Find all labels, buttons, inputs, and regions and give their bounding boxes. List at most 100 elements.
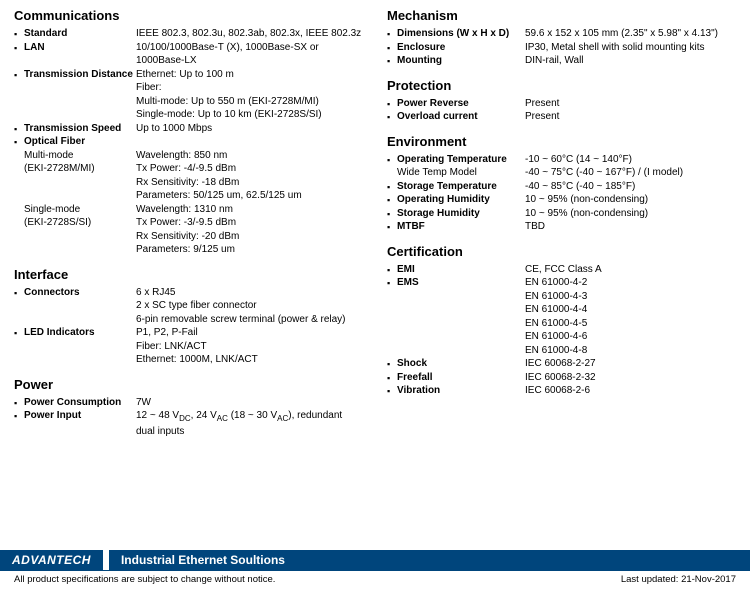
label-optical-fiber: Optical Fiber [24, 135, 136, 149]
value-sm-4: Parameters: 9/125 um [136, 243, 363, 257]
value-connectors-1: 6 x RJ45 [136, 286, 363, 300]
value-enc: IP30, Metal shell with solid mounting ki… [525, 41, 736, 55]
value-mm-4: Parameters: 50/125 um, 62.5/125 um [136, 189, 363, 203]
label-connectors: Connectors [24, 286, 136, 300]
bullet-icon: ▪ [387, 54, 397, 67]
row-enc: ▪ Enclosure IP30, Metal shell with solid… [387, 41, 736, 55]
value-mm-1: Wavelength: 850 nm [136, 149, 363, 163]
value-trans-dist-2: Fiber: [136, 81, 363, 95]
row-mm-3: Rx Sensitivity: -18 dBm [14, 176, 363, 190]
value-mtbf: TBD [525, 220, 736, 234]
label-mtbf: MTBF [397, 220, 525, 234]
value-standard: IEEE 802.3, 802.3u, 802.3ab, 802.3x, IEE… [136, 27, 363, 41]
label-dim: Dimensions (W x H x D) [397, 27, 525, 41]
row-ophum: ▪ Operating Humidity 10 ~ 95% (non-conde… [387, 193, 736, 207]
label-vibration: Vibration [397, 384, 525, 398]
label-pr: Power Reverse [397, 97, 525, 111]
bullet-icon: ▪ [387, 193, 397, 206]
row-ems-5: EN 61000-4-6 [387, 330, 736, 344]
value-trans-dist-3: Multi-mode: Up to 550 m (EKI-2728M/MI) [136, 95, 363, 109]
value-sm-1: Wavelength: 1310 nm [136, 203, 363, 217]
bullet-icon: ▪ [387, 41, 397, 54]
row-sm-3: Rx Sensitivity: -20 dBm [14, 230, 363, 244]
row-optical-fiber: ▪ Optical Fiber [14, 135, 363, 149]
row-sthum: ▪ Storage Humidity 10 ~ 95% (non-condens… [387, 207, 736, 221]
row-led: ▪ LED Indicators P1, P2, P-Fail [14, 326, 363, 340]
label-optemp: Operating Temperature [397, 153, 525, 167]
row-sttemp: ▪ Storage Temperature -40 ~ 85°C (-40 ~ … [387, 180, 736, 194]
label-trans-dist: Transmission Distance [24, 68, 136, 82]
label-ophum: Operating Humidity [397, 193, 525, 207]
bullet-icon: ▪ [387, 110, 397, 123]
bullet-icon: ▪ [14, 68, 24, 81]
bullet-icon: ▪ [387, 207, 397, 220]
value-wide: -40 ~ 75°C (-40 ~ 167°F) / (I model) [525, 166, 736, 180]
footer-note-right: Last updated: 21-Nov-2017 [621, 574, 736, 585]
bullet-icon: ▪ [387, 180, 397, 193]
value-mount: DIN-rail, Wall [525, 54, 736, 68]
row-pr: ▪ Power Reverse Present [387, 97, 736, 111]
row-trans-dist-3: Multi-mode: Up to 550 m (EKI-2728M/MI) [14, 95, 363, 109]
label-lan: LAN [24, 41, 136, 55]
sublabel-mm-name: Multi-mode [24, 149, 136, 163]
value-mm-3: Rx Sensitivity: -18 dBm [136, 176, 363, 190]
row-shock: ▪ Shock IEC 60068-2-27 [387, 357, 736, 371]
value-power-input: 12 ~ 48 VDC, 24 VAC (18 ~ 30 VAC), redun… [136, 409, 363, 438]
row-lan: ▪ LAN 10/100/1000Base-T (X), 1000Base-SX… [14, 41, 363, 68]
section-certification: Certification [387, 244, 736, 259]
bullet-icon: ▪ [387, 153, 397, 166]
row-ems-2: EN 61000-4-3 [387, 290, 736, 304]
left-column: Communications ▪ Standard IEEE 802.3, 80… [14, 8, 381, 438]
product-category-bar: Industrial Ethernet Soultions [109, 550, 750, 570]
value-sm-3: Rx Sensitivity: -20 dBm [136, 230, 363, 244]
label-shock: Shock [397, 357, 525, 371]
row-connectors-2: 2 x SC type fiber connector [14, 299, 363, 313]
footer: ADVANTECH Industrial Ethernet Soultions … [0, 550, 750, 591]
row-connectors: ▪ Connectors 6 x RJ45 [14, 286, 363, 300]
row-dim: ▪ Dimensions (W x H x D) 59.6 x 152 x 10… [387, 27, 736, 41]
bullet-icon: ▪ [387, 371, 397, 384]
row-power-cons: ▪ Power Consumption 7W [14, 396, 363, 410]
row-mm-4: Parameters: 50/125 um, 62.5/125 um [14, 189, 363, 203]
label-oc: Overload current [397, 110, 525, 124]
right-column: Mechanism ▪ Dimensions (W x H x D) 59.6 … [381, 8, 736, 438]
label-emi: EMI [397, 263, 525, 277]
row-trans-dist-4: Single-mode: Up to 10 km (EKI-2728S/SI) [14, 108, 363, 122]
value-ems-4: EN 61000-4-5 [525, 317, 736, 331]
row-vibration: ▪ Vibration IEC 60068-2-6 [387, 384, 736, 398]
label-power-cons: Power Consumption [24, 396, 136, 410]
row-trans-dist: ▪ Transmission Distance Ethernet: Up to … [14, 68, 363, 82]
label-freefall: Freefall [397, 371, 525, 385]
bullet-icon: ▪ [14, 135, 24, 148]
value-oc: Present [525, 110, 736, 124]
row-mm-2: (EKI-2728M/MI) Tx Power: -4/-9.5 dBm [14, 162, 363, 176]
footer-note-left: All product specifications are subject t… [14, 574, 275, 585]
bullet-icon: ▪ [14, 326, 24, 339]
row-trans-speed: ▪ Transmission Speed Up to 1000 Mbps [14, 122, 363, 136]
label-ems: EMS [397, 276, 525, 290]
row-trans-dist-2: Fiber: [14, 81, 363, 95]
row-ems-4: EN 61000-4-5 [387, 317, 736, 331]
bullet-icon: ▪ [14, 41, 24, 54]
row-power-input: ▪ Power Input 12 ~ 48 VDC, 24 VAC (18 ~ … [14, 409, 363, 438]
brand-logo: ADVANTECH [0, 550, 103, 570]
row-led-2: Fiber: LNK/ACT [14, 340, 363, 354]
label-sthum: Storage Humidity [397, 207, 525, 221]
spec-sheet-page: Communications ▪ Standard IEEE 802.3, 80… [0, 0, 750, 591]
label-power-input: Power Input [24, 409, 136, 423]
row-wide: Wide Temp Model -40 ~ 75°C (-40 ~ 167°F)… [387, 166, 736, 180]
row-oc: ▪ Overload current Present [387, 110, 736, 124]
value-sttemp: -40 ~ 85°C (-40 ~ 185°F) [525, 180, 736, 194]
sublabel-sm-name: Single-mode [24, 203, 136, 217]
bullet-icon: ▪ [387, 27, 397, 40]
value-power-cons: 7W [136, 396, 363, 410]
value-ems-6: EN 61000-4-8 [525, 344, 736, 358]
section-environment: Environment [387, 134, 736, 149]
footer-note: All product specifications are subject t… [0, 570, 750, 591]
bullet-icon: ▪ [14, 122, 24, 135]
value-trans-dist-1: Ethernet: Up to 100 m [136, 68, 363, 82]
value-ems-5: EN 61000-4-6 [525, 330, 736, 344]
row-sm-1: Single-mode Wavelength: 1310 nm [14, 203, 363, 217]
value-emi: CE, FCC Class A [525, 263, 736, 277]
sublabel-mm-model: (EKI-2728M/MI) [24, 162, 136, 176]
